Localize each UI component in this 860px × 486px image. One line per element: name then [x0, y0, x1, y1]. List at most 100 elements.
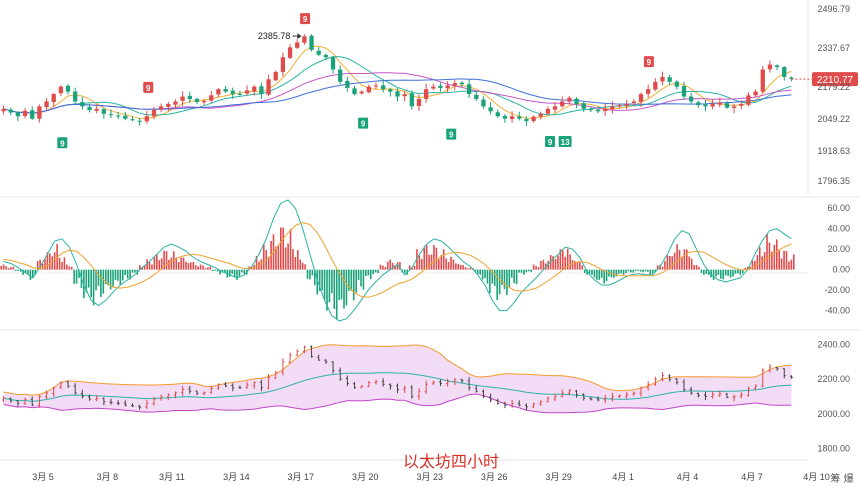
macd-histogram-bar	[185, 261, 187, 270]
macd-histogram-bar	[238, 269, 241, 278]
price-candle-body	[574, 98, 579, 104]
macd-histogram-bar	[114, 269, 117, 281]
macd-histogram-bar	[102, 269, 105, 294]
price-y-tick: 1918.63	[817, 146, 850, 156]
price-candle	[560, 96, 565, 108]
boll-bar	[582, 393, 586, 401]
price-candle	[22, 108, 28, 119]
macd-histogram-bar	[523, 269, 525, 275]
boll-bar	[446, 378, 450, 387]
price-candle	[474, 90, 479, 101]
macd-histogram-bar	[299, 259, 302, 270]
price-candle-body	[789, 77, 794, 80]
price-candle-body	[689, 96, 694, 102]
macd-histogram-bar	[435, 247, 438, 270]
boll-bar	[216, 383, 220, 390]
macd-histogram-bar	[532, 264, 535, 270]
price-candle	[667, 74, 672, 86]
macd-histogram-bar	[474, 269, 477, 273]
macd-histogram-bar	[190, 262, 192, 270]
boll-bar	[668, 374, 672, 382]
last-price-tag-label: 2210.77	[817, 75, 854, 86]
boll-bar	[374, 379, 378, 385]
macd-histogram-bar	[287, 243, 289, 270]
macd-histogram-bar	[746, 267, 749, 270]
macd-histogram-bar	[377, 269, 379, 274]
macd-histogram-bar	[438, 259, 440, 270]
price-candle-body	[352, 88, 357, 95]
macd-histogram-bar	[146, 259, 148, 270]
date-x-tick: 4月 7	[741, 472, 763, 482]
macd-y-tick: -20.00	[824, 285, 850, 295]
boll-bar	[166, 393, 170, 400]
macd-histogram-bar	[348, 269, 350, 291]
date-x-tick: 3月 8	[97, 472, 119, 482]
macd-histogram-bar	[357, 269, 360, 280]
macd-histogram-bar	[231, 269, 233, 274]
price-candle	[345, 76, 350, 92]
boll-bar	[610, 392, 614, 402]
macd-histogram-bar	[690, 258, 693, 270]
macd-histogram-bar	[66, 264, 68, 270]
high-annotation-arrowhead	[297, 33, 302, 40]
boll-bar	[761, 367, 765, 388]
boll-bar	[661, 371, 664, 382]
price-candle	[130, 116, 135, 122]
macd-histogram-bar	[17, 269, 20, 271]
boll-bar	[460, 378, 464, 383]
price-candle	[646, 84, 651, 98]
macd-histogram-bar	[644, 269, 647, 272]
price-candle	[739, 100, 744, 110]
macd-histogram-bar	[598, 269, 601, 280]
boll-bar	[646, 381, 650, 391]
price-candle-body	[101, 109, 106, 114]
macd-histogram-bar	[498, 269, 501, 295]
price-candle-body	[681, 86, 687, 97]
price-candle	[746, 92, 751, 107]
macd-histogram-bar	[778, 250, 780, 270]
macd-y-tick: -40.00	[824, 306, 850, 316]
price-candle-body	[51, 94, 56, 103]
macd-histogram-bar	[423, 247, 426, 270]
macd-histogram-bar	[688, 256, 691, 270]
price-candle-body	[667, 77, 672, 82]
price-candle	[295, 39, 300, 50]
td-marker-bg	[545, 136, 556, 148]
price-candle	[65, 83, 71, 95]
price-candle	[552, 102, 558, 113]
price-candle-body	[774, 65, 780, 68]
price-candle	[517, 111, 522, 121]
macd-histogram-bar	[194, 265, 197, 270]
macd-histogram-bar	[785, 251, 788, 270]
boll-bar	[353, 381, 357, 389]
macd-histogram-bar	[360, 269, 362, 287]
td-marker-badge: 9	[643, 56, 654, 68]
price-candle-body	[259, 86, 264, 95]
macd-histogram-bar	[29, 269, 32, 280]
macd-histogram-bar	[236, 269, 238, 280]
price-candle	[87, 103, 92, 113]
macd-histogram-bar	[775, 239, 778, 270]
boll-bar	[102, 397, 106, 406]
macd-histogram-bar	[255, 256, 258, 270]
macd-histogram-bar	[182, 257, 185, 270]
price-candle-body	[502, 115, 508, 119]
price-candle-body	[323, 54, 329, 58]
macd-histogram-bar	[70, 266, 73, 270]
date-x-tick: 3月 20	[352, 472, 379, 482]
price-candle	[438, 82, 443, 92]
macd-histogram-bar	[724, 269, 727, 276]
price-candle	[753, 89, 758, 98]
macd-histogram-bar	[224, 269, 226, 273]
price-candle	[144, 111, 149, 124]
price-candle	[588, 106, 594, 113]
price-candle-body	[187, 95, 192, 99]
td-marker-bg	[300, 13, 311, 25]
td-marker-badge: 9	[358, 117, 369, 129]
boll-bar	[560, 389, 564, 398]
macd-histogram-bar	[596, 269, 598, 280]
price-candle-body	[223, 88, 228, 92]
price-candle-body	[137, 120, 142, 122]
macd-histogram-bar	[455, 263, 457, 270]
td-marker-badge: 9	[545, 136, 556, 148]
